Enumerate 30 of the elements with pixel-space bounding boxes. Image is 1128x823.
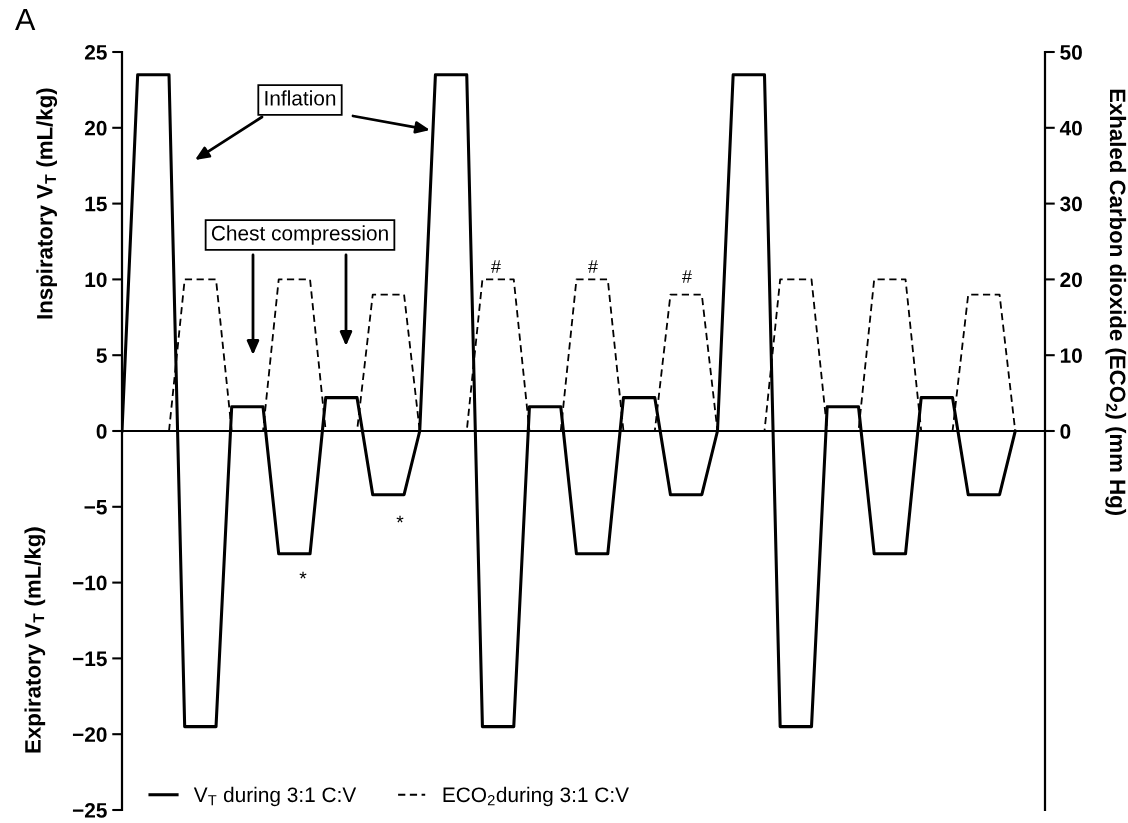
annotation: Chest compression bbox=[211, 225, 388, 245]
legend-label: V$_{T}$ during 3:1 C:V bbox=[193, 786, 357, 807]
annotation: # bbox=[588, 260, 598, 273]
y-tick-label: 15 bbox=[85, 196, 107, 212]
y-tick-label: 5 bbox=[96, 348, 107, 363]
y2-tick-label: 0 bbox=[1060, 424, 1071, 439]
y2-axis-title: Exhaled Carbon dioxide (ECO$_{2}$) (mm Hg) bbox=[1105, 89, 1127, 516]
y-tick-label: 25 bbox=[84, 45, 107, 60]
text: A bbox=[15, 8, 36, 30]
y-tick-label: −25 bbox=[72, 803, 107, 818]
y2-tick-label: 50 bbox=[1060, 45, 1082, 60]
y-tick-label: 20 bbox=[84, 120, 107, 136]
y2-tick-label: 10 bbox=[1060, 348, 1082, 363]
y-tick-label: −20 bbox=[72, 727, 107, 742]
y-tick-label: −15 bbox=[72, 651, 107, 667]
annotation: * bbox=[396, 515, 404, 523]
y-tick-label: −10 bbox=[72, 575, 107, 591]
text: Expiratory V$_{T}$ (mL/kg) bbox=[24, 527, 46, 753]
annotation: # bbox=[491, 260, 501, 273]
y-axis-title: Inspiratory V$_{T}$ (mL/kg) bbox=[36, 88, 58, 319]
annotation: # bbox=[682, 270, 692, 283]
y2-tick-label: 20 bbox=[1060, 272, 1082, 288]
y2-tick-label: 40 bbox=[1059, 120, 1082, 136]
y2-tick-label: 30 bbox=[1060, 196, 1082, 212]
y-tick-label: 10 bbox=[85, 272, 107, 288]
annotation: Inflation bbox=[265, 90, 336, 106]
legend-label: ECO$_{2}$during 3:1 C:V bbox=[443, 786, 629, 807]
annotation: * bbox=[299, 571, 307, 579]
y-tick-label: −5 bbox=[84, 500, 107, 515]
y-tick-label: 0 bbox=[96, 424, 107, 439]
